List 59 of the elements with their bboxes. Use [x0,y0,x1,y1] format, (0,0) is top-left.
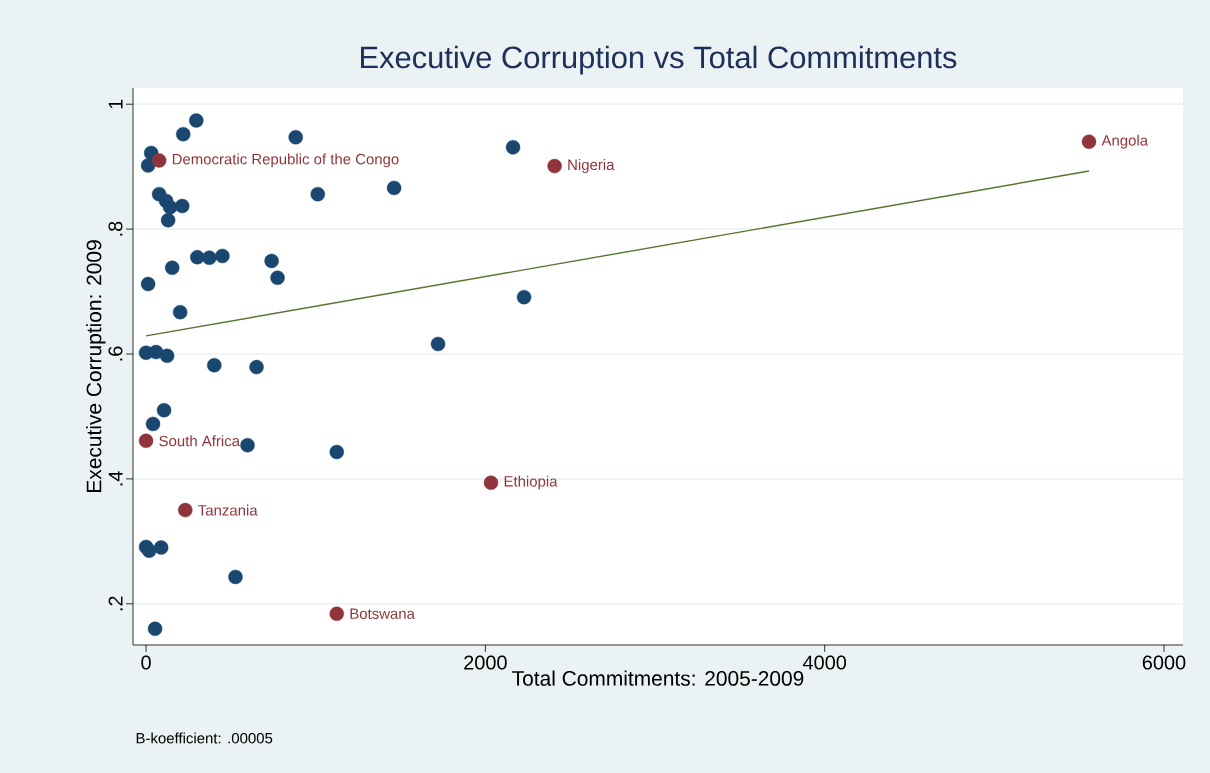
x-axis-title: Total Commitments: 2005-2009 [512,670,804,686]
point [151,153,167,168]
x-tick-label: 4000 [802,655,847,670]
point [141,543,157,558]
point [215,248,230,264]
point [162,200,178,215]
point [138,433,154,448]
point [1081,134,1097,149]
annotation: Angola [1101,134,1149,149]
point [178,502,193,518]
y-tick-label: .6 [108,346,123,361]
annotation: Ethiopia [504,475,558,490]
point [153,540,169,555]
annotation: Tanzania [198,504,258,516]
point [145,416,161,432]
annotation: South Africa [159,435,240,447]
point [430,336,446,352]
point [264,253,279,269]
y-tick-label: 1 [108,99,123,109]
point [172,304,188,320]
x-tick-label: 6000 [1142,655,1186,670]
point [176,126,191,142]
point [175,198,190,214]
point [547,158,562,174]
point [148,344,164,360]
point [329,606,344,621]
point [189,113,204,128]
point [483,475,499,490]
point [159,348,175,364]
x-tick-label: 2000 [464,655,507,670]
point [207,358,222,373]
point [165,260,180,276]
annotation: Botswana [350,608,415,619]
point [288,130,303,145]
point [190,250,205,265]
point [140,276,156,292]
point [270,270,285,286]
point [329,444,344,460]
point [386,180,402,196]
point [228,569,243,585]
point [505,140,521,155]
y-tick-label: .4 [108,471,123,486]
point [310,186,325,202]
point [202,250,217,266]
y-tick-label: .8 [108,221,123,236]
point [156,402,172,418]
text: B-koefficient: .00005 [136,732,273,744]
x-tick-label: 0 [141,655,151,670]
point [160,213,176,228]
annotation: Nigeria [568,159,615,173]
point [147,621,163,636]
point [240,437,255,453]
point [249,359,264,375]
annotation: Democratic Republic of the Congo [172,153,399,168]
point [140,158,156,173]
point [516,289,532,305]
y-axis-title: Executive Corruption: 2009 [86,240,106,492]
y-tick-label: .2 [108,596,123,611]
chart-title: Executive Corruption vs Total Commitments [361,45,957,75]
